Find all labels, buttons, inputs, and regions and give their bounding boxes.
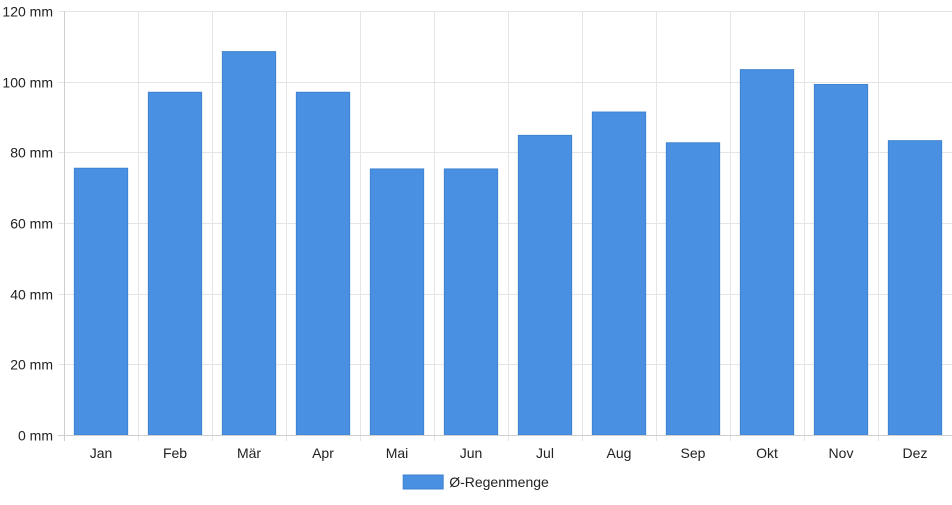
bar-dez[interactable] bbox=[887, 140, 943, 436]
bar-feb[interactable] bbox=[147, 91, 203, 436]
bar-sep[interactable] bbox=[665, 142, 721, 436]
legend: Ø-Regenmenge bbox=[402, 474, 549, 490]
x-tick-label: Aug bbox=[607, 445, 632, 461]
y-tick-label: 20 mm bbox=[10, 357, 53, 373]
y-tick-label: 40 mm bbox=[10, 287, 53, 303]
y-tick-label: 100 mm bbox=[2, 75, 53, 91]
bar-apr[interactable] bbox=[295, 91, 351, 436]
x-tick-label: Jun bbox=[460, 445, 483, 461]
bar-mär[interactable] bbox=[221, 51, 277, 436]
x-tick-label: Nov bbox=[829, 445, 854, 461]
y-tick-label: 80 mm bbox=[10, 145, 53, 161]
grid bbox=[58, 11, 952, 441]
axes: 0 mm 20 mm 40 mm 60 mm 80 mm 100 mm 120 mm Jan F… bbox=[2, 4, 952, 461]
bar-okt[interactable] bbox=[739, 69, 795, 436]
x-tick-label: Mär bbox=[237, 445, 261, 461]
bar-jul[interactable] bbox=[517, 134, 573, 436]
bar-mai[interactable] bbox=[369, 168, 425, 436]
bars bbox=[73, 51, 943, 436]
x-tick-label: Sep bbox=[681, 445, 706, 461]
bar-jun[interactable] bbox=[443, 168, 499, 436]
x-tick-label: Feb bbox=[163, 445, 187, 461]
bar-nov[interactable] bbox=[813, 83, 869, 436]
y-tick-label: 0 mm bbox=[18, 428, 53, 444]
legend-label[interactable]: Ø-Regenmenge bbox=[449, 474, 549, 490]
x-tick-label: Okt bbox=[756, 445, 778, 461]
x-tick-label: Mai bbox=[386, 445, 409, 461]
x-tick-label: Apr bbox=[312, 445, 334, 461]
x-tick-label: Jul bbox=[536, 445, 554, 461]
x-tick-label: Jan bbox=[90, 445, 113, 461]
x-tick-label: Dez bbox=[903, 445, 928, 461]
y-tick-label: 120 mm bbox=[2, 4, 53, 20]
y-tick-label: 60 mm bbox=[10, 216, 53, 232]
bar-aug[interactable] bbox=[591, 111, 647, 436]
legend-swatch[interactable] bbox=[402, 474, 444, 490]
bar-jan[interactable] bbox=[73, 167, 129, 436]
